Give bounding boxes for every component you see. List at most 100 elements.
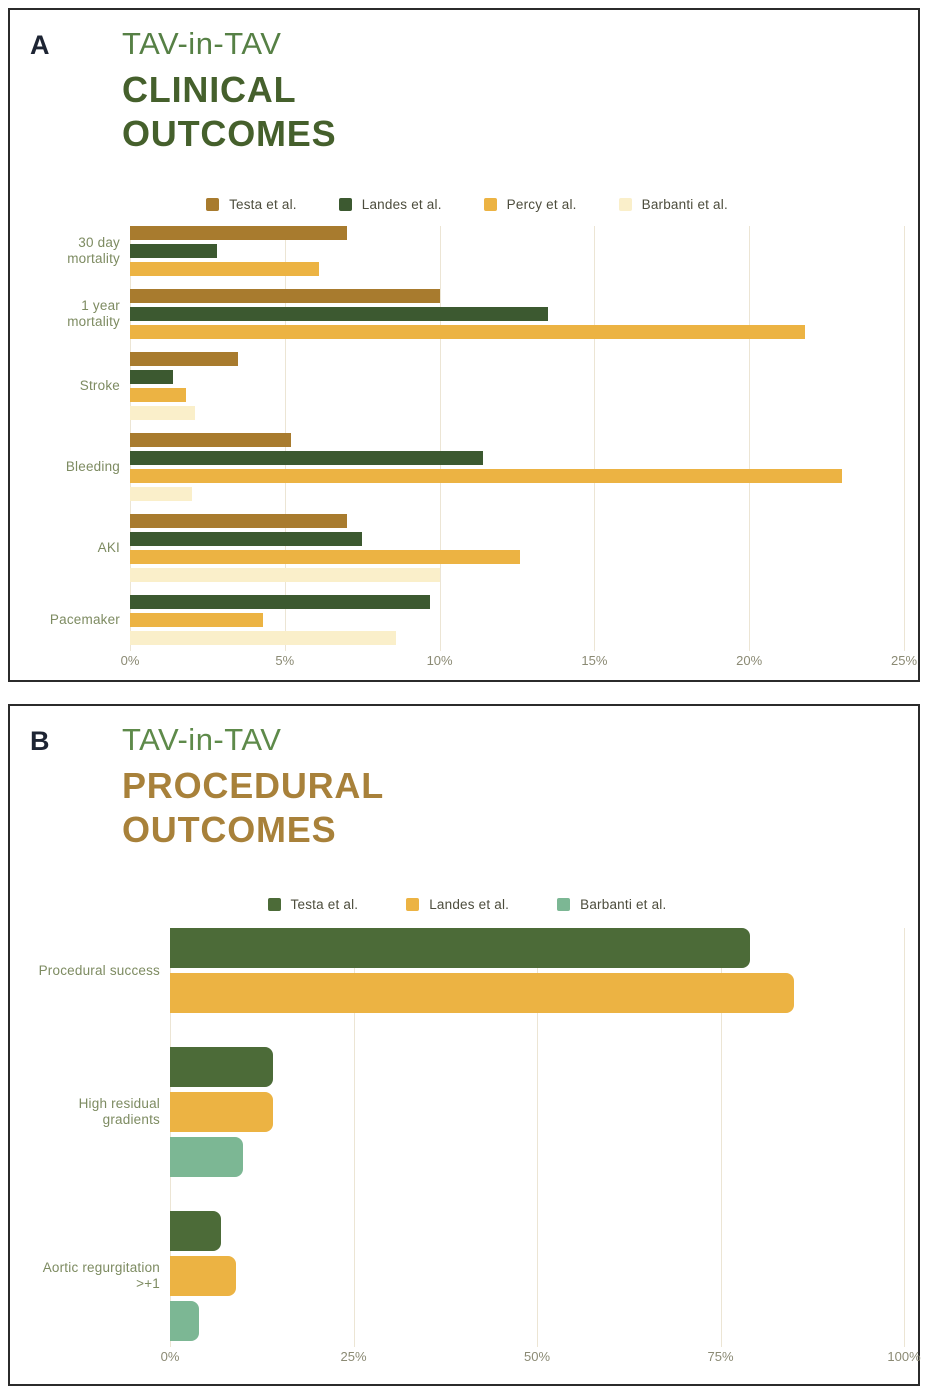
category-label: High residual gradients [78,1096,160,1127]
panel-a-category-labels: 30 day mortality 1 year mortality Stroke Bl… [30,226,130,671]
panel-b-title-line2: OUTCOMES [122,809,337,850]
panel-b-plot: 0% 25% 50% 75% 100% [161,928,921,1371]
bar [130,631,397,645]
panel-a-letter: A [30,30,50,60]
bar [130,550,521,564]
category-label: AKI [97,540,120,556]
bar [130,325,805,339]
legend-item: Testa et al. [267,896,359,912]
bar [130,469,843,483]
bar [130,244,217,258]
legend-item: Testa et al. [206,197,297,212]
legend-item: Barbanti et al. [557,897,666,912]
tick-label: 25% [890,653,918,668]
tick-label: 5% [275,653,295,668]
panel-a-legend: Testa et al. Landes et al. Percy et al. Bar… [30,194,904,214]
category-label: 30 day mortality [67,235,120,266]
legend-swatch [338,197,352,211]
bar-group [130,352,904,420]
panel-b-bars [170,928,904,1341]
panel-b-titles: TAV-in-TAV PROCEDURAL OUTCOMES [122,722,384,852]
legend-swatch [406,897,420,911]
bar-group [130,226,904,276]
bar [130,226,347,240]
category-label: Bleeding [65,459,120,475]
tick-label: 25% [340,1349,367,1364]
bar [170,1301,200,1341]
panel-a: A TAV-in-TAV CLINICAL OUTCOMES Testa et … [8,8,920,682]
gridline [904,928,905,1347]
bar [170,1092,273,1132]
bar [170,973,794,1013]
legend-swatch [267,897,281,911]
bar [130,613,264,627]
bar-group [170,928,904,1013]
gridline [904,226,905,651]
bar [130,487,192,501]
bar [170,1211,222,1251]
panel-b: B TAV-in-TAV PROCEDURAL OUTCOMES Testa e… [8,704,921,1386]
tick-label: 75% [707,1349,734,1364]
legend-swatch [206,197,220,211]
legend-item: Landes et al. [338,196,442,212]
tick-label: 100% [887,1349,921,1364]
tick-label: 10% [426,653,453,668]
bar-group [130,514,904,582]
tick-label: 50% [523,1349,551,1364]
panel-a-title-line1: CLINICAL [122,69,297,110]
category-label: Pacemaker [49,612,120,628]
category-label: Procedural success [38,962,160,978]
tick-label: 15% [581,653,608,668]
panel-b-header: B TAV-in-TAV PROCEDURAL OUTCOMES [30,722,904,850]
panel-a-header: A TAV-in-TAV CLINICAL OUTCOMES [30,26,904,154]
bar-group [130,433,904,501]
bar [130,262,319,276]
panel-a-plot: 0% 5% 10% 15% 20% 25% [121,226,917,671]
bar [130,352,239,366]
category-label: Aortic regurgitation >+1 [42,1260,160,1291]
tick-label: 0% [160,1349,180,1364]
bar [130,406,196,420]
bar [170,1137,244,1177]
panel-b-letter: B [30,726,50,756]
legend-label: Testa et al. [290,896,359,912]
panel-a-bars [130,226,904,645]
tick-label: 0% [120,653,140,668]
legend-label: Testa et al. [229,196,297,212]
panel-b-x-axis: 0% 25% 50% 75% 100% [161,1341,921,1371]
bar-group [130,289,904,339]
bar [170,1047,273,1087]
bar [130,514,347,528]
bar [130,307,548,321]
bar [130,370,174,384]
bar [130,595,431,609]
panel-a-title-line2: OUTCOMES [122,113,337,154]
bar [170,928,750,968]
legend-label: Barbanti et al. [580,896,667,912]
bar [130,532,363,546]
legend-label: Percy et al. [506,196,577,212]
tick-label: 20% [736,653,763,668]
legend-swatch [618,197,632,211]
panel-b-subtitle: TAV-in-TAV [122,722,282,757]
legend-item: Landes et al. [406,897,509,912]
legend-item: Barbanti et al. [618,196,728,212]
bar [130,433,291,447]
bar-group [170,1211,904,1341]
bar [170,1256,237,1296]
panel-a-chart: 30 day mortality 1 year mortality Stroke Bl… [30,226,917,671]
category-label: 1 year mortality [67,298,120,329]
bar-group [170,1047,904,1177]
panel-a-subtitle: TAV-in-TAV [122,26,282,61]
legend-item: Percy et al. [483,196,577,212]
legend-label: Barbanti et al. [641,196,728,212]
legend-label: Landes et al. [361,196,442,212]
legend-label: Landes et al. [429,896,510,912]
legend-swatch [483,197,497,211]
bar [130,568,440,582]
bar [130,289,440,303]
bar [130,388,186,402]
bar [130,451,483,465]
category-label: Stroke [79,378,120,394]
bar-group [130,595,904,645]
